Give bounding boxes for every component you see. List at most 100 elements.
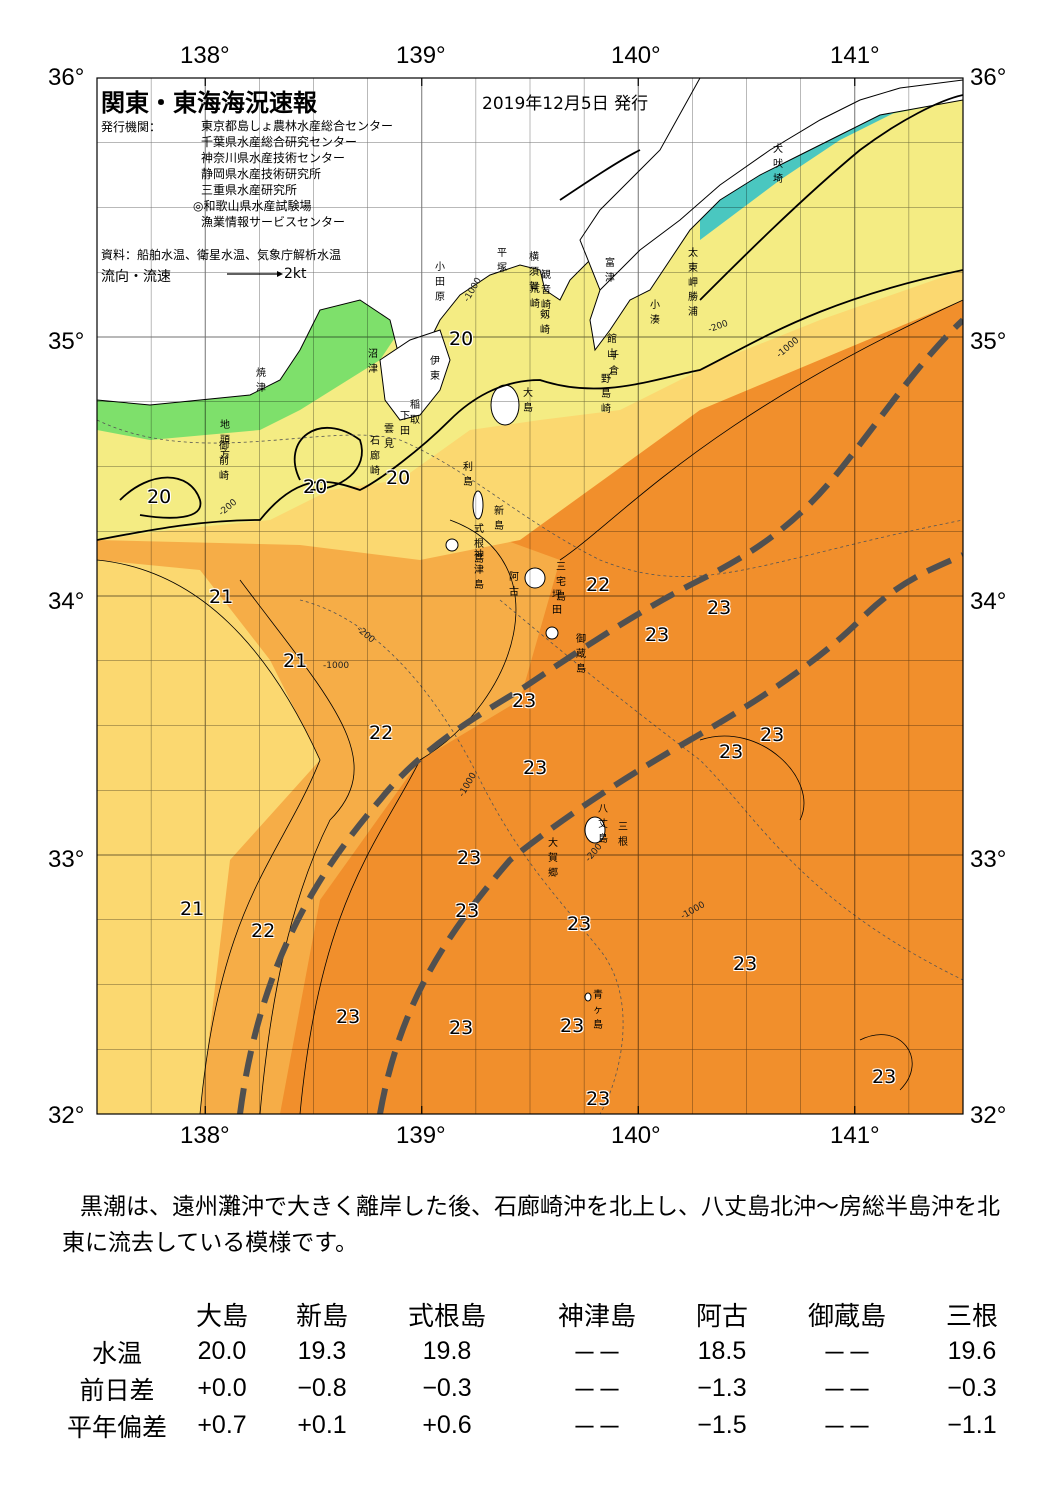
place-label: 大島 (523, 388, 533, 414)
isotherm-label: 20 (449, 328, 474, 350)
place-label: 剱崎 (540, 310, 550, 336)
kuroshio-axis (237, 317, 963, 1114)
place-label: 富津 (605, 258, 615, 284)
issuer-item: ◎和歌山県水産試験場 (193, 199, 312, 213)
issuer-list: 東京都島しょ農林水産総合センター 千葉県水産総合研究センター 神奈川県水産技術セ… (193, 118, 393, 230)
place-label: 観音崎 (541, 270, 551, 311)
place-label: 勝浦 (688, 292, 698, 318)
table-cell: −1.3 (697, 1374, 747, 1402)
place-label: 犬吠埼 (773, 144, 783, 185)
issuer-item: 神奈川県水産技術センター (201, 151, 346, 165)
table-cell: 19.3 (297, 1337, 347, 1365)
isotherm-label: 23 (449, 1017, 474, 1039)
map-title: 関東・東海海況速報 (101, 89, 317, 117)
isotherm-label: 20 (147, 486, 172, 508)
sea-temperature-map (96, 77, 964, 1115)
place-label: 大賀郷 (548, 838, 558, 879)
lon-label-bottom: 139° (396, 1122, 446, 1149)
table-cell: +0.7 (197, 1411, 247, 1439)
isotherm-label: 20 (386, 467, 411, 489)
isotherm-label: 23 (760, 724, 785, 746)
lon-label-top: 138° (180, 42, 230, 69)
lat-label-right: 33° (970, 846, 1007, 873)
table-cell: －－ (571, 1339, 622, 1368)
place-label: 沼津 (368, 349, 378, 375)
place-label: 野島崎 (601, 374, 611, 415)
table-cell: −1.1 (947, 1411, 997, 1439)
place-label: 平塚 (497, 248, 507, 274)
row-label: 平年偏差 (66, 1413, 167, 1442)
lon-label-top: 140° (611, 42, 661, 69)
isotherm-label: 23 (645, 624, 670, 646)
table-cell: 20.0 (197, 1337, 247, 1365)
issuer-item: 東京都島しょ農林水産総合センター (201, 119, 394, 133)
lat-label-right: 34° (970, 588, 1007, 615)
isotherm-label: 21 (209, 586, 234, 608)
place-label: 小田原 (435, 262, 445, 303)
place-label: 小湊 (650, 300, 660, 326)
place-label: 利島 (463, 462, 473, 488)
place-label: 太東岬 (688, 248, 698, 289)
place-label: 伊東 (430, 356, 440, 382)
table-row: 水温 20.0 19.3 19.8 －－ 18.5 －－ 19.6 (62, 1333, 1022, 1370)
lon-label-top: 139° (396, 42, 446, 69)
land-boso (579, 78, 963, 291)
lat-lon-grid (97, 78, 963, 1114)
island-oshima (490, 384, 520, 426)
place-label: 式根島 (474, 524, 484, 565)
table-cell: －－ (821, 1339, 872, 1368)
lat-label-left: 34° (48, 588, 85, 615)
island-kozushima (445, 538, 459, 552)
isotherm-label: 23 (560, 1015, 585, 1037)
table-cell: －－ (821, 1376, 872, 1405)
table-cell: +0.1 (297, 1411, 347, 1439)
current-legend-speed: 2kt (284, 266, 307, 282)
table-cell: −1.5 (697, 1411, 747, 1439)
lat-label-left: 36° (48, 64, 85, 91)
table-header-row: 大島 新島 式根島 神津島 阿古 御蔵島 三根 (62, 1296, 1022, 1333)
table-header: 式根島 (407, 1301, 486, 1331)
table-cell: 19.8 (422, 1337, 472, 1365)
lon-label-bottom: 138° (180, 1122, 230, 1149)
table-cell: －－ (571, 1413, 622, 1442)
table-header: 新島 (295, 1301, 348, 1331)
table-header: 三根 (945, 1301, 998, 1331)
place-label: 千倉 (609, 351, 619, 377)
table-header: 御蔵島 (807, 1301, 886, 1331)
depth-label: -1000 (323, 661, 350, 671)
lat-label-right: 35° (970, 328, 1007, 355)
table-cell: −0.8 (297, 1374, 347, 1402)
data-source: 資料：船舶水温、衛星水温、気象庁解析水温 (101, 248, 342, 262)
isotherm-label: 23 (336, 1006, 361, 1028)
island-hachijo (584, 816, 606, 844)
isotherm-label: 20 (303, 476, 328, 498)
isotherm-label: 21 (283, 650, 308, 672)
place-label: 雲見 (384, 424, 394, 450)
isotherm-label: 23 (719, 741, 744, 763)
isotherm-label: 22 (586, 574, 611, 596)
place-label: 館山 (607, 334, 617, 360)
island-niijima (472, 490, 484, 520)
lat-label-right: 32° (970, 1102, 1007, 1129)
isotherm-label: 21 (180, 898, 205, 920)
place-label: 八丈島 (598, 804, 608, 845)
row-label: 水温 (91, 1339, 142, 1368)
table-header: 大島 (195, 1301, 248, 1331)
isotherm-label: 23 (872, 1066, 897, 1088)
place-label: 青ヶ島 (593, 990, 603, 1031)
table-cell: −0.3 (422, 1374, 472, 1402)
isotherm-label: 23 (567, 913, 592, 935)
isotherm-label: 23 (586, 1088, 611, 1110)
table-cell: +0.0 (197, 1374, 247, 1402)
isotherm-lines (97, 94, 963, 541)
place-label: 新島 (494, 506, 504, 532)
table-row: 平年偏差 +0.7 +0.1 +0.6 －－ −1.5 －－ −1.1 (62, 1407, 1022, 1444)
isotherm-label: 23 (733, 953, 758, 975)
place-label: 下田 (400, 411, 410, 437)
current-legend-label: 流向・流速 (101, 269, 171, 285)
place-label: 坪田 (552, 590, 562, 616)
island-mikura (545, 626, 559, 640)
table-cell: 19.6 (947, 1337, 997, 1365)
lat-label-left: 33° (48, 846, 85, 873)
lon-label-bottom: 140° (611, 1122, 661, 1149)
